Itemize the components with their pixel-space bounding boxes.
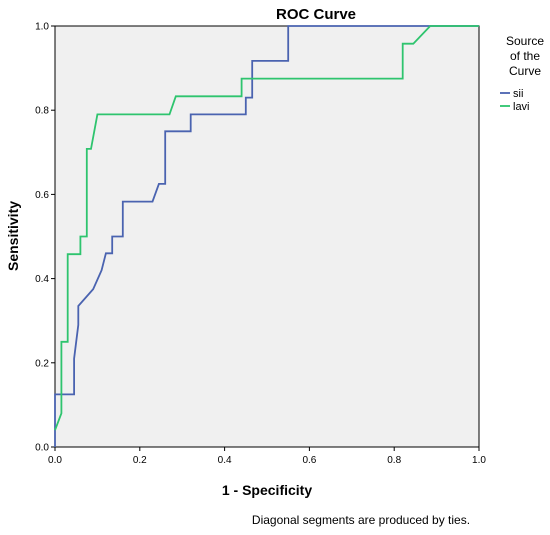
y-axis-ticks: 0.0 0.2 0.4 0.6 0.8 1.0	[35, 22, 55, 454]
y-tick-label: 1.0	[35, 22, 49, 33]
y-tick-label: 0.4	[35, 274, 49, 285]
legend-label-lavi: lavi	[513, 101, 530, 113]
x-tick-label: 0.4	[218, 455, 232, 466]
x-tick-label: 0.0	[48, 455, 62, 466]
x-tick-label: 0.8	[387, 455, 401, 466]
footnote: Diagonal segments are produced by ties.	[252, 513, 470, 527]
y-tick-label: 0.2	[35, 358, 49, 369]
y-tick-label: 0.0	[35, 443, 49, 454]
x-tick-label: 0.6	[302, 455, 316, 466]
y-axis-label: Sensitivity	[5, 201, 21, 271]
x-axis-ticks: 0.0 0.2 0.4 0.6 0.8 1.0	[48, 447, 486, 466]
x-tick-label: 0.2	[133, 455, 147, 466]
legend-title-line: Source	[506, 34, 544, 48]
chart-title: ROC Curve	[276, 6, 356, 23]
plot-area	[54, 25, 480, 448]
x-tick-label: 1.0	[472, 455, 486, 466]
series-line-lavi	[54, 25, 479, 431]
series-lines	[54, 25, 479, 447]
x-axis-label: 1 - Specificity	[222, 482, 312, 498]
legend-title-line: Curve	[509, 64, 541, 78]
y-tick-label: 0.8	[35, 106, 49, 117]
legend-label-sii: sii	[513, 88, 523, 100]
y-tick-label: 0.6	[35, 190, 49, 201]
legend-title-line: of the	[510, 49, 540, 63]
series-line-sii	[54, 25, 479, 447]
